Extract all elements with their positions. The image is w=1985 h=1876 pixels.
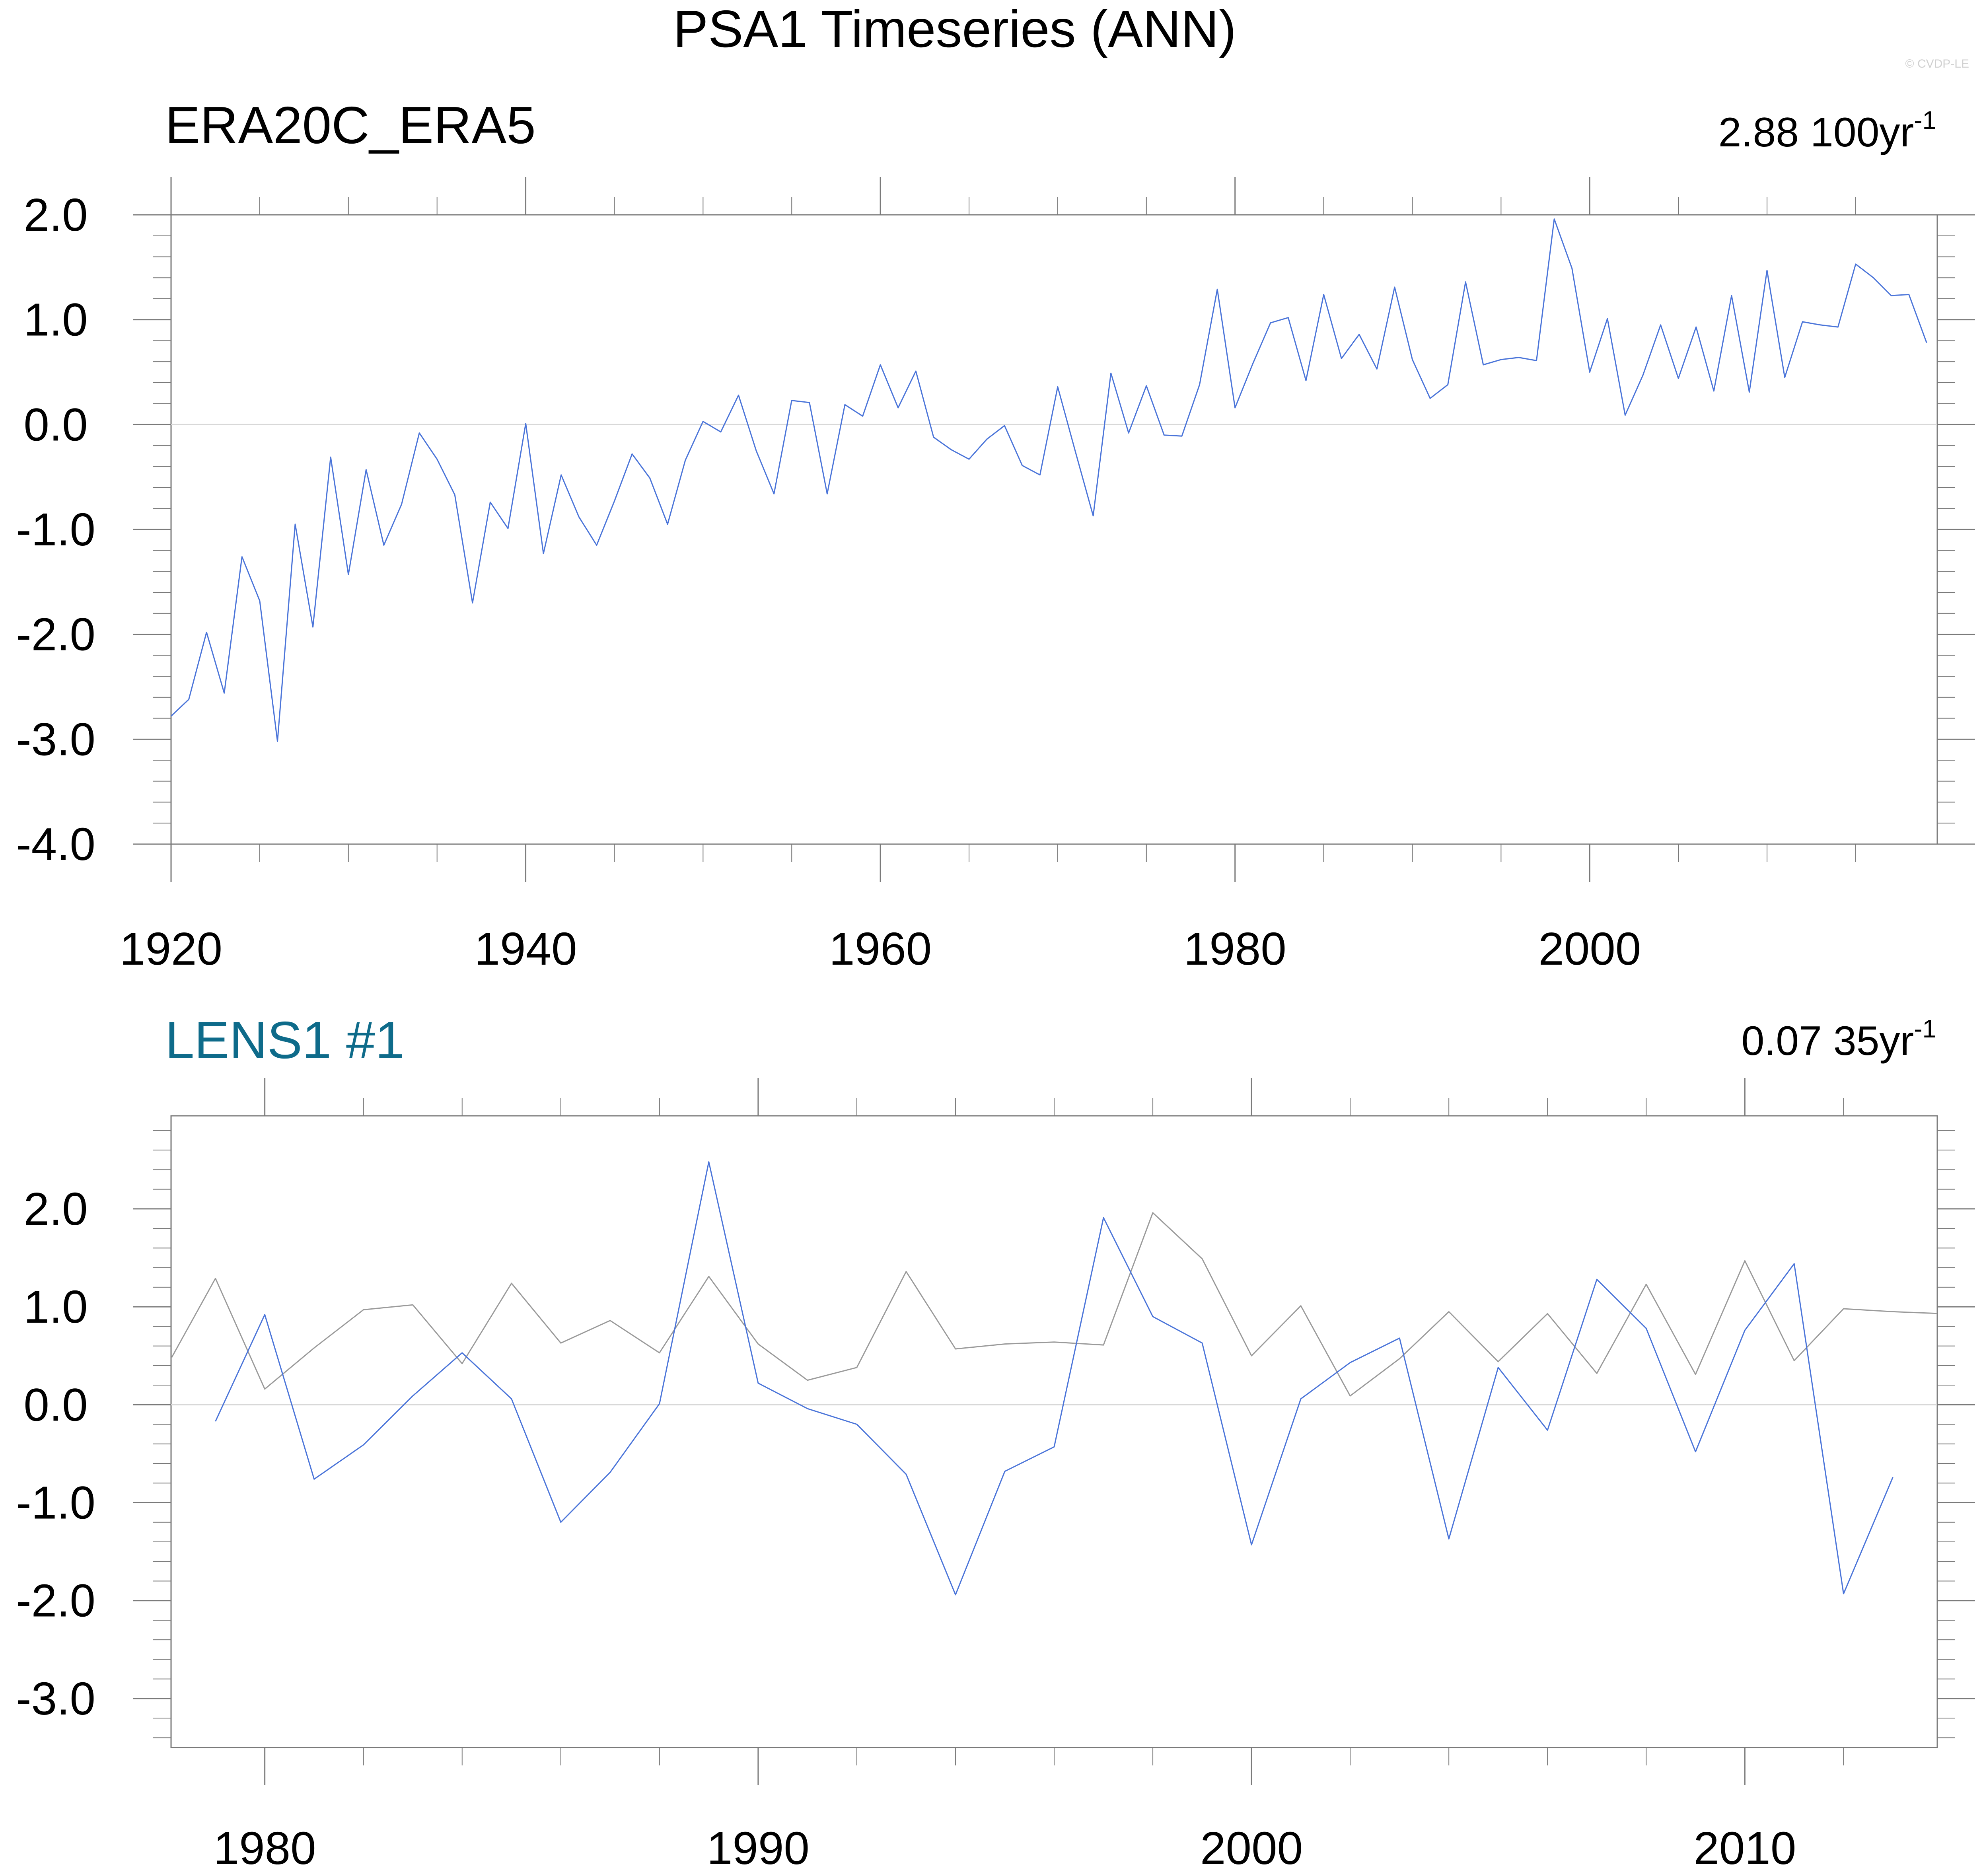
y-tick-label: -2.0: [16, 609, 95, 660]
y-tick-label: -3.0: [16, 713, 95, 765]
x-tick-label: 2000: [1538, 923, 1641, 975]
x-tick-label: 1960: [829, 923, 932, 975]
y-tick-label: 1.0: [23, 294, 88, 346]
y-tick-label: 0.0: [23, 399, 88, 450]
plot-frame: [170, 214, 1938, 845]
watermark: © CVDP-LE: [1905, 57, 1969, 70]
y-tick-label: 0.0: [23, 1379, 88, 1430]
panel-title: ERA20C_ERA5: [165, 96, 536, 154]
plot-frame: [170, 1115, 1938, 1748]
x-tick-label: 1980: [214, 1822, 316, 1874]
x-tick-label: 1920: [120, 923, 222, 975]
series-line-observed: [171, 1212, 1937, 1397]
trend-exponent: -1: [1914, 1014, 1936, 1043]
series-line-main: [215, 1161, 1894, 1596]
trend-value: 0.07 35yr: [1741, 1018, 1914, 1064]
x-tick-label: 2000: [1200, 1822, 1303, 1874]
x-tick-label: 1980: [1184, 923, 1286, 975]
y-tick-label: -1.0: [16, 504, 95, 555]
series-line-main: [171, 218, 1927, 742]
y-tick-label: -3.0: [16, 1673, 95, 1724]
panel-lens1: LENS1 #1 0.07 35yr-1 1980 1990 2000 2010 2.0 1.…: [16, 1011, 1975, 1874]
y-tick-label: -2.0: [16, 1575, 95, 1627]
trend-label: 0.07 35yr-1: [1741, 1014, 1936, 1064]
y-tick-label: 2.0: [23, 189, 88, 241]
panel-title: LENS1 #1: [165, 1011, 405, 1069]
panel-era20c-era5: ERA20C_ERA5 2.88 100yr-1 1920 1940 1960 1980 2…: [16, 96, 1975, 975]
y-tick-label: 1.0: [23, 1281, 88, 1333]
trend-label: 2.88 100yr-1: [1718, 106, 1936, 156]
trend-exponent: -1: [1914, 106, 1936, 134]
y-tick-label: -1.0: [16, 1477, 95, 1528]
y-tick-label: -4.0: [16, 818, 95, 870]
x-tick-label: 1990: [707, 1822, 810, 1874]
figure-title: PSA1 Timeseries (ANN): [673, 0, 1236, 58]
trend-value: 2.88 100yr: [1718, 109, 1914, 156]
y-tick-label: 2.0: [23, 1183, 88, 1235]
x-tick-label: 2010: [1693, 1822, 1796, 1874]
x-tick-label: 1940: [475, 923, 577, 975]
